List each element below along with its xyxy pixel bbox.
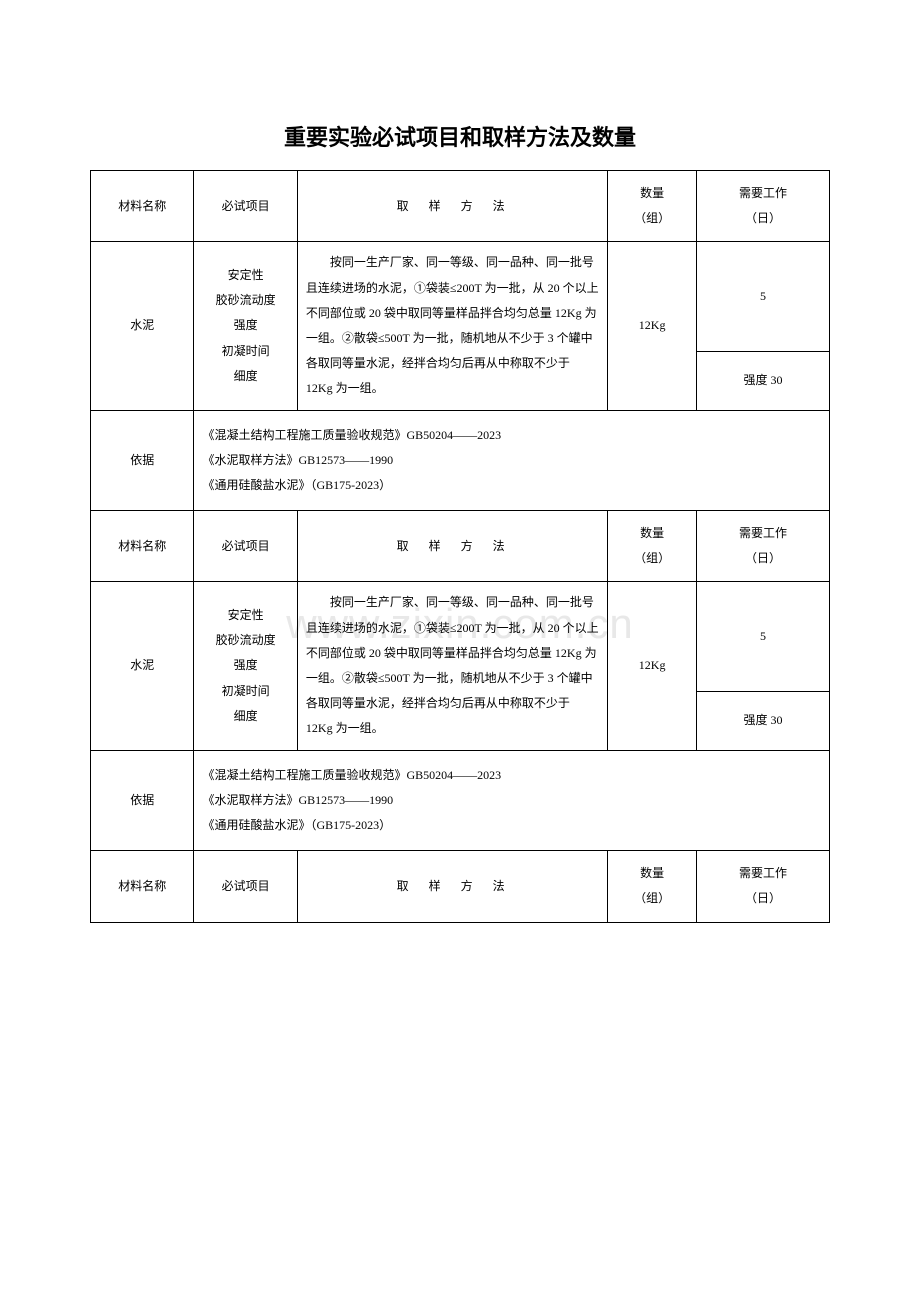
header-name: 材料名称 (91, 511, 194, 582)
cell-basis-label: 依据 (91, 750, 194, 851)
header-items: 必试项目 (194, 511, 297, 582)
cell-qty: 12Kg (608, 242, 697, 410)
table-row: 水泥 安定性 胶砂流动度 强度 初凝时间 细度 按同一生产厂家、同一等级、同一品… (91, 582, 830, 692)
header-days: 需要工作（日） (696, 171, 829, 242)
cell-days2: 强度 30 (696, 692, 829, 750)
cell-days2: 强度 30 (696, 352, 829, 410)
cell-basis-label: 依据 (91, 410, 194, 511)
table-header-row: 材料名称 必试项目 取 样 方 法 数量（组） 需要工作（日） (91, 851, 830, 922)
cell-basis-content: 《混凝土结构工程施工质量验收规范》GB50204——2023 《水泥取样方法》G… (194, 410, 830, 511)
page-title: 重要实验必试项目和取样方法及数量 (90, 120, 830, 152)
cell-method: 按同一生产厂家、同一等级、同一品种、同一批号且连续进场的水泥，①袋装≤200T … (297, 582, 607, 750)
table-row-basis: 依据 《混凝土结构工程施工质量验收规范》GB50204——2023 《水泥取样方… (91, 750, 830, 851)
header-method: 取 样 方 法 (297, 171, 607, 242)
header-items: 必试项目 (194, 851, 297, 922)
header-days: 需要工作（日） (696, 851, 829, 922)
table-header-row: 材料名称 必试项目 取 样 方 法 数量（组） 需要工作（日） (91, 511, 830, 582)
table-header-row: 材料名称 必试项目 取 样 方 法 数量（组） 需要工作（日） (91, 171, 830, 242)
cell-items: 安定性 胶砂流动度 强度 初凝时间 细度 (194, 582, 297, 750)
main-table: 材料名称 必试项目 取 样 方 法 数量（组） 需要工作（日） 水泥 安定性 胶… (90, 170, 830, 923)
cell-basis-content: 《混凝土结构工程施工质量验收规范》GB50204——2023 《水泥取样方法》G… (194, 750, 830, 851)
cell-name: 水泥 (91, 242, 194, 410)
cell-name: 水泥 (91, 582, 194, 750)
cell-method: 按同一生产厂家、同一等级、同一品种、同一批号且连续进场的水泥，①袋装≤200T … (297, 242, 607, 410)
cell-days1: 5 (696, 582, 829, 692)
cell-items: 安定性 胶砂流动度 强度 初凝时间 细度 (194, 242, 297, 410)
table-row-basis: 依据 《混凝土结构工程施工质量验收规范》GB50204——2023 《水泥取样方… (91, 410, 830, 511)
page-content: 重要实验必试项目和取样方法及数量 材料名称 必试项目 取 样 方 法 数量（组）… (90, 120, 830, 923)
cell-days1: 5 (696, 242, 829, 352)
header-qty: 数量（组） (608, 851, 697, 922)
header-method: 取 样 方 法 (297, 851, 607, 922)
header-method: 取 样 方 法 (297, 511, 607, 582)
header-days: 需要工作（日） (696, 511, 829, 582)
header-name: 材料名称 (91, 171, 194, 242)
header-qty: 数量（组） (608, 171, 697, 242)
header-items: 必试项目 (194, 171, 297, 242)
cell-qty: 12Kg (608, 582, 697, 750)
header-qty: 数量（组） (608, 511, 697, 582)
header-name: 材料名称 (91, 851, 194, 922)
table-row: 水泥 安定性 胶砂流动度 强度 初凝时间 细度 按同一生产厂家、同一等级、同一品… (91, 242, 830, 352)
